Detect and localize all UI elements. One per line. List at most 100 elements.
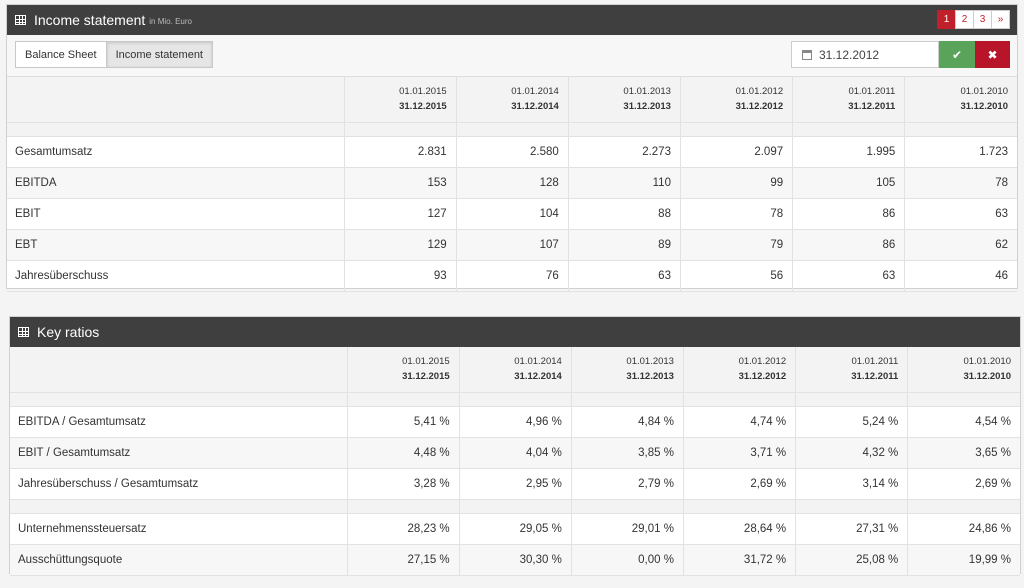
header-empty-cell [10, 347, 347, 393]
cell: 62 [904, 229, 1017, 261]
cell: 46 [904, 260, 1017, 292]
check-icon: ✔ [951, 47, 963, 62]
cell: 89 [567, 229, 681, 261]
row-label: Ausschüttungsquote [10, 544, 347, 576]
column-header: 01.01.2014 31.12.2014 [455, 77, 569, 123]
table-row: Ausschüttungsquote 27,15 % 30,30 % 0,00 … [10, 544, 1020, 576]
cell: 4,54 % [907, 406, 1020, 438]
cell: 27,31 % [795, 513, 908, 545]
cell: 4,04 % [458, 437, 572, 469]
cell: 79 [679, 229, 793, 261]
balance-sheet-button[interactable]: Balance Sheet [15, 41, 107, 68]
cell: 129 [343, 229, 457, 261]
cell: 0,00 % [570, 544, 684, 576]
key-ratios-panel: Key ratios 01.01.2015 31.12.2015 01.01.20… [9, 316, 1021, 576]
cancel-button[interactable]: ✖ [975, 41, 1010, 68]
table-row: EBIT 127 104 88 78 86 63 [7, 198, 1017, 230]
ratios-panel-title: Key ratios [37, 324, 100, 340]
column-header: 01.01.2010 31.12.2010 [907, 347, 1020, 393]
cell: 86 [792, 229, 905, 261]
cell: 56 [679, 260, 793, 292]
income-toolbar: Balance Sheet Income statement 31.12.201… [7, 35, 1017, 77]
cell: 105 [792, 167, 905, 199]
cell: 19,99 % [907, 544, 1020, 576]
column-header: 01.01.2012 31.12.2012 [679, 77, 793, 123]
column-header: 01.01.2014 31.12.2014 [458, 347, 572, 393]
table-row: Unternehmenssteuersatz 28,23 % 29,05 % 2… [10, 513, 1020, 545]
cell: 3,14 % [795, 468, 908, 500]
column-header: 01.01.2010 31.12.2010 [904, 77, 1017, 123]
income-header-row: 01.01.2015 31.12.2015 01.01.2014 31.12.201… [7, 77, 1017, 123]
table-row: EBT 129 107 89 79 86 62 [7, 229, 1017, 261]
income-statement-button[interactable]: Income statement [105, 41, 213, 68]
cell: 78 [904, 167, 1017, 199]
cell: 30,30 % [458, 544, 572, 576]
cell: 99 [679, 167, 793, 199]
column-header: 01.01.2011 31.12.2011 [795, 347, 908, 393]
column-header: 01.01.2011 31.12.2011 [792, 77, 905, 123]
cell: 86 [792, 198, 905, 230]
row-label: Jahresüberschuss / Gesamtumsatz [10, 468, 347, 500]
cell: 2,69 % [907, 468, 1020, 500]
page-2-button[interactable]: 2 [955, 10, 974, 29]
confirm-button[interactable]: ✔ [939, 41, 975, 68]
income-statement-panel: Income statement in Mio. Euro 1 2 3 » Ba… [6, 4, 1018, 292]
cell: 88 [567, 198, 681, 230]
ratios-table: 01.01.2015 31.12.2015 01.01.2014 31.12.201… [10, 347, 1020, 576]
cell: 28,23 % [346, 513, 460, 545]
row-label: Unternehmenssteuersatz [10, 513, 347, 545]
cell: 29,05 % [458, 513, 572, 545]
cell: 3,71 % [682, 437, 796, 469]
table-row: Jahresüberschuss / Gesamtumsatz 3,28 % 2… [10, 468, 1020, 500]
cell: 1.723 [904, 136, 1017, 168]
cell: 25,08 % [795, 544, 908, 576]
ratios-panel-header: Key ratios [10, 317, 1020, 347]
cell: 27,15 % [346, 544, 460, 576]
income-panel-header: Income statement in Mio. Euro 1 2 3 » [7, 5, 1017, 35]
date-value: 31.12.2012 [819, 47, 880, 62]
row-label: EBITDA / Gesamtumsatz [10, 406, 347, 438]
cell: 4,32 % [795, 437, 908, 469]
cell: 76 [455, 260, 569, 292]
cell: 63 [904, 198, 1017, 230]
cell: 127 [343, 198, 457, 230]
cell: 2,79 % [570, 468, 684, 500]
column-header: 01.01.2015 31.12.2015 [346, 347, 460, 393]
cell: 3,85 % [570, 437, 684, 469]
cell: 78 [679, 198, 793, 230]
table-row: EBIT / Gesamtumsatz 4,48 % 4,04 % 3,85 %… [10, 437, 1020, 469]
income-panel-subtitle: in Mio. Euro [149, 17, 192, 26]
next-page-button[interactable]: » [991, 10, 1010, 29]
cell: 2.831 [343, 136, 457, 168]
table-row: Jahresüberschuss 93 76 63 56 63 46 [7, 260, 1017, 292]
row-label: Gesamtumsatz [7, 136, 344, 168]
cell: 28,64 % [682, 513, 796, 545]
cell: 4,84 % [570, 406, 684, 438]
cell: 110 [567, 167, 681, 199]
date-input[interactable]: 31.12.2012 [791, 41, 939, 68]
income-table: 01.01.2015 31.12.2015 01.01.2014 31.12.201… [7, 77, 1017, 292]
table-row: EBITDA / Gesamtumsatz 5,41 % 4,96 % 4,84… [10, 406, 1020, 438]
row-label: EBIT [7, 198, 344, 230]
cell: 31,72 % [682, 544, 796, 576]
spacer-row [7, 122, 1017, 137]
column-header: 01.01.2012 31.12.2012 [682, 347, 796, 393]
column-header: 01.01.2013 31.12.2013 [567, 77, 681, 123]
cell: 2.097 [679, 136, 793, 168]
cell: 63 [567, 260, 681, 292]
row-label: EBITDA [7, 167, 344, 199]
table-row: EBITDA 153 128 110 99 105 78 [7, 167, 1017, 199]
header-empty-cell [7, 77, 344, 123]
page-3-button[interactable]: 3 [973, 10, 992, 29]
cell: 2,95 % [458, 468, 572, 500]
ratios-header-row: 01.01.2015 31.12.2015 01.01.2014 31.12.201… [10, 347, 1020, 393]
cell: 93 [343, 260, 457, 292]
row-label: Jahresüberschuss [7, 260, 344, 292]
page-1-button[interactable]: 1 [937, 10, 956, 29]
cell: 128 [455, 167, 569, 199]
column-header: 01.01.2013 31.12.2013 [570, 347, 684, 393]
income-panel-title: Income statement [34, 12, 146, 28]
cell: 3,28 % [346, 468, 460, 500]
table-icon [18, 327, 29, 337]
column-header: 01.01.2015 31.12.2015 [343, 77, 457, 123]
